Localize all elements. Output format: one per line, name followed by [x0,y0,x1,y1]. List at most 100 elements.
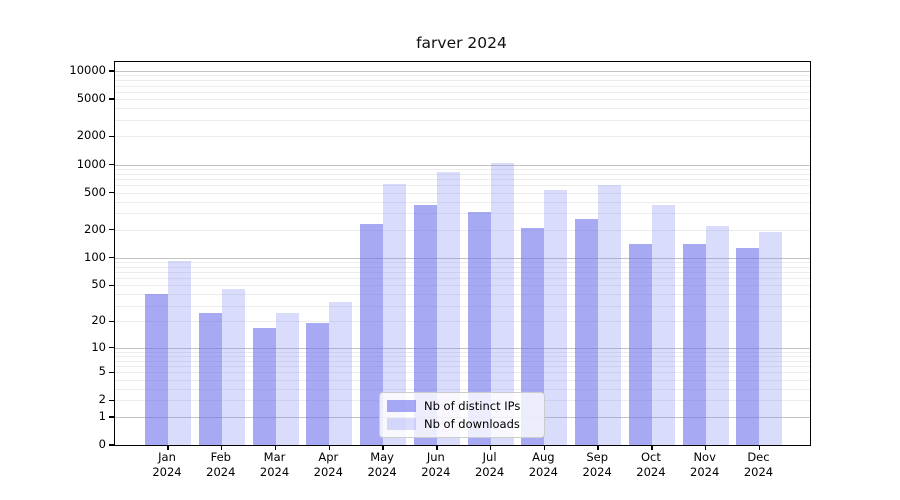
legend-swatch-downloads [387,418,416,430]
x-tick-mark [382,445,384,450]
y-tick-mark [109,371,114,373]
x-tick-mark [167,445,169,450]
gridline-minor [115,185,810,187]
gridline-minor [115,372,810,374]
gridline-minor [115,305,810,307]
x-tick-label: Feb 2024 [206,450,236,479]
legend-swatch-distinct-ips [387,400,416,412]
gridline-minor [115,294,810,296]
bar-distinct-ips [252,327,276,445]
plot-area: Nb of distinct IPs Nb of downloads [109,61,811,450]
y-tick-mark [109,70,114,72]
y-tick-label: 500 [84,184,106,199]
gridline-minor [115,85,810,87]
gridline-major [115,164,810,166]
gridline-minor [115,285,810,287]
x-tick-label: May 2024 [367,450,397,479]
x-tick-label: Nov 2024 [690,450,720,479]
gridline-minor [115,321,810,323]
bar-distinct-ips [736,248,760,445]
x-tick-mark [274,445,277,450]
y-tick-mark [109,320,114,323]
y-tick-mark [109,284,114,287]
gridline-minor [115,278,810,280]
bar-distinct-ips [682,243,706,445]
y-tick-mark [109,416,114,418]
y-tick-label: 5 [98,364,106,379]
x-tick-mark [328,445,330,450]
x-tick-mark [705,445,707,450]
gridline-minor [115,168,810,170]
gridline-minor [115,213,810,215]
x-tick-mark [543,445,546,450]
x-tick-label: Mar 2024 [259,450,290,479]
x-tick-label: Sep 2024 [582,450,612,479]
gridline-minor [115,355,810,357]
legend-item-downloads: Nb of downloads [387,417,535,431]
y-tick-label: 2 [98,392,106,407]
bar-distinct-ips [628,244,652,445]
y-tick-mark [109,98,114,100]
bar-distinct-ips [413,204,437,445]
y-tick-label: 20 [91,313,106,328]
y-tick-label: 10000 [69,63,106,78]
gridline-minor [115,136,810,138]
bar-downloads [544,190,568,445]
bar-downloads [436,171,460,445]
legend-label-downloads: Nb of downloads [424,417,520,431]
gridline-major [115,257,810,259]
y-tick-mark [109,444,114,446]
gridline-minor [115,388,810,390]
bar-distinct-ips [575,219,599,445]
y-tick-mark [109,228,114,231]
gridline-minor [115,75,810,77]
gridline-minor [115,201,810,203]
y-tick-mark [109,346,114,349]
bar-downloads [329,301,353,445]
chart-legend: Nb of distinct IPs Nb of downloads [379,392,545,438]
gridline-minor [115,91,810,93]
x-tick-mark [489,445,492,450]
x-tick-mark [651,445,653,450]
gridline-major [115,347,810,349]
bar-distinct-ips [198,312,222,445]
gridline-minor [115,80,810,82]
gridline-minor [115,261,810,263]
y-tick-mark [109,135,114,138]
gridline-major [115,71,810,73]
bar-downloads [759,232,783,445]
y-tick-label: 0 [98,437,106,451]
gridline-minor [115,351,810,353]
bar-downloads [383,183,407,445]
bar-downloads [275,312,299,445]
gridline-minor [115,266,810,268]
bar-distinct-ips [306,323,330,445]
gridline-minor [115,99,810,101]
bar-distinct-ips [360,224,384,445]
x-tick-label: Jul 2024 [474,450,505,479]
y-tick-label: 50 [91,277,106,292]
bar-distinct-ips [145,294,168,445]
x-tick-label: Aug 2024 [528,450,559,479]
bar-downloads [168,260,191,445]
gridline-minor [115,271,810,273]
gridline-minor [115,178,810,180]
gridline-minor [115,173,810,175]
x-tick-label: Apr 2024 [313,450,343,479]
bar-downloads [705,225,729,445]
bar-distinct-ips [521,227,545,445]
gridline-minor [115,360,810,362]
x-tick-mark [221,445,223,450]
y-tick-label: 2000 [76,128,106,143]
bar-distinct-ips [467,211,491,445]
y-tick-mark [109,399,114,402]
bar-downloads [598,185,622,445]
legend-item-distinct-ips: Nb of distinct IPs [387,399,535,413]
x-tick-label: Jun 2024 [421,450,451,479]
x-tick-label: Dec 2024 [743,450,774,479]
bar-downloads [490,162,514,445]
y-tick-label: 200 [84,221,106,236]
legend-label-distinct-ips: Nb of distinct IPs [424,399,521,413]
gridline-minor [115,119,810,121]
